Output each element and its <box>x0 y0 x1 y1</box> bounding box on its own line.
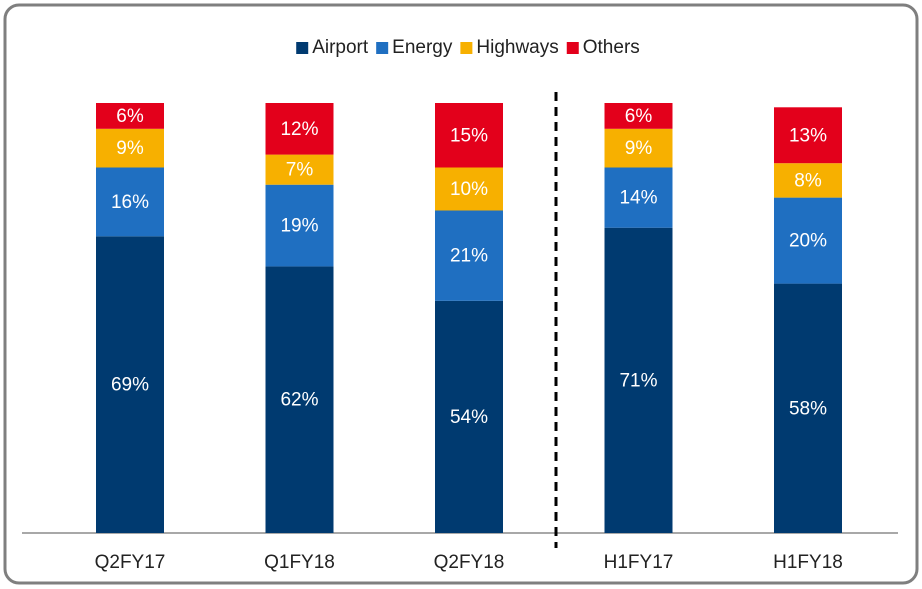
data-label: 16% <box>111 192 149 213</box>
data-label: 13% <box>789 125 827 146</box>
x-tick-label: Q2FY18 <box>434 552 505 573</box>
data-label: 54% <box>450 407 488 428</box>
data-label: 21% <box>450 246 488 267</box>
legend-swatch <box>460 42 473 54</box>
bar-segment <box>774 197 842 284</box>
data-label: 69% <box>111 375 149 396</box>
data-label: 6% <box>625 106 653 127</box>
bar-segment <box>435 300 503 533</box>
data-label: 14% <box>619 188 657 209</box>
bar-segment <box>435 167 503 211</box>
x-tick-label: H1FY17 <box>604 552 674 573</box>
legend-label: Energy <box>392 37 453 58</box>
bar-segment <box>96 128 164 168</box>
data-label: 15% <box>450 125 488 146</box>
bar-segment <box>435 210 503 301</box>
x-tick-label: Q2FY17 <box>95 552 166 573</box>
x-tick-label: Q1FY18 <box>264 552 335 573</box>
x-tick-label: H1FY18 <box>773 552 843 573</box>
data-label: 9% <box>625 138 653 159</box>
bar-segment <box>774 163 842 198</box>
bar-segment <box>265 266 334 533</box>
bar-segment <box>604 128 673 168</box>
data-label: 20% <box>789 231 827 252</box>
legend-swatch <box>296 42 309 54</box>
bar-segment <box>604 103 673 129</box>
data-label: 7% <box>286 160 314 181</box>
bar-segment <box>604 167 673 228</box>
bar-segment <box>774 283 842 533</box>
bar-segment <box>96 236 164 534</box>
data-label: 9% <box>116 138 144 159</box>
bar-segment <box>265 103 334 155</box>
data-label: 6% <box>116 106 144 127</box>
data-label: 12% <box>280 119 318 140</box>
bar-segment <box>265 154 334 185</box>
bar-segment <box>604 227 673 533</box>
bar-segment <box>96 167 164 237</box>
data-label: 62% <box>280 390 318 411</box>
bar-segment <box>435 103 503 168</box>
legend: Airport Energy Highways Others <box>296 37 640 58</box>
data-label: 10% <box>450 179 488 200</box>
bar-segment <box>96 103 164 129</box>
legend-label: Highways <box>476 37 558 58</box>
legend-swatch <box>376 42 389 54</box>
data-label: 8% <box>794 170 822 191</box>
data-label: 71% <box>619 370 657 391</box>
legend-label: Airport <box>312 37 369 58</box>
bar-segment <box>774 107 842 164</box>
bar-segment <box>265 184 334 267</box>
data-label: 19% <box>280 216 318 237</box>
data-label: 58% <box>789 398 827 419</box>
legend-swatch <box>566 42 579 54</box>
legend-label: Others <box>583 37 640 58</box>
